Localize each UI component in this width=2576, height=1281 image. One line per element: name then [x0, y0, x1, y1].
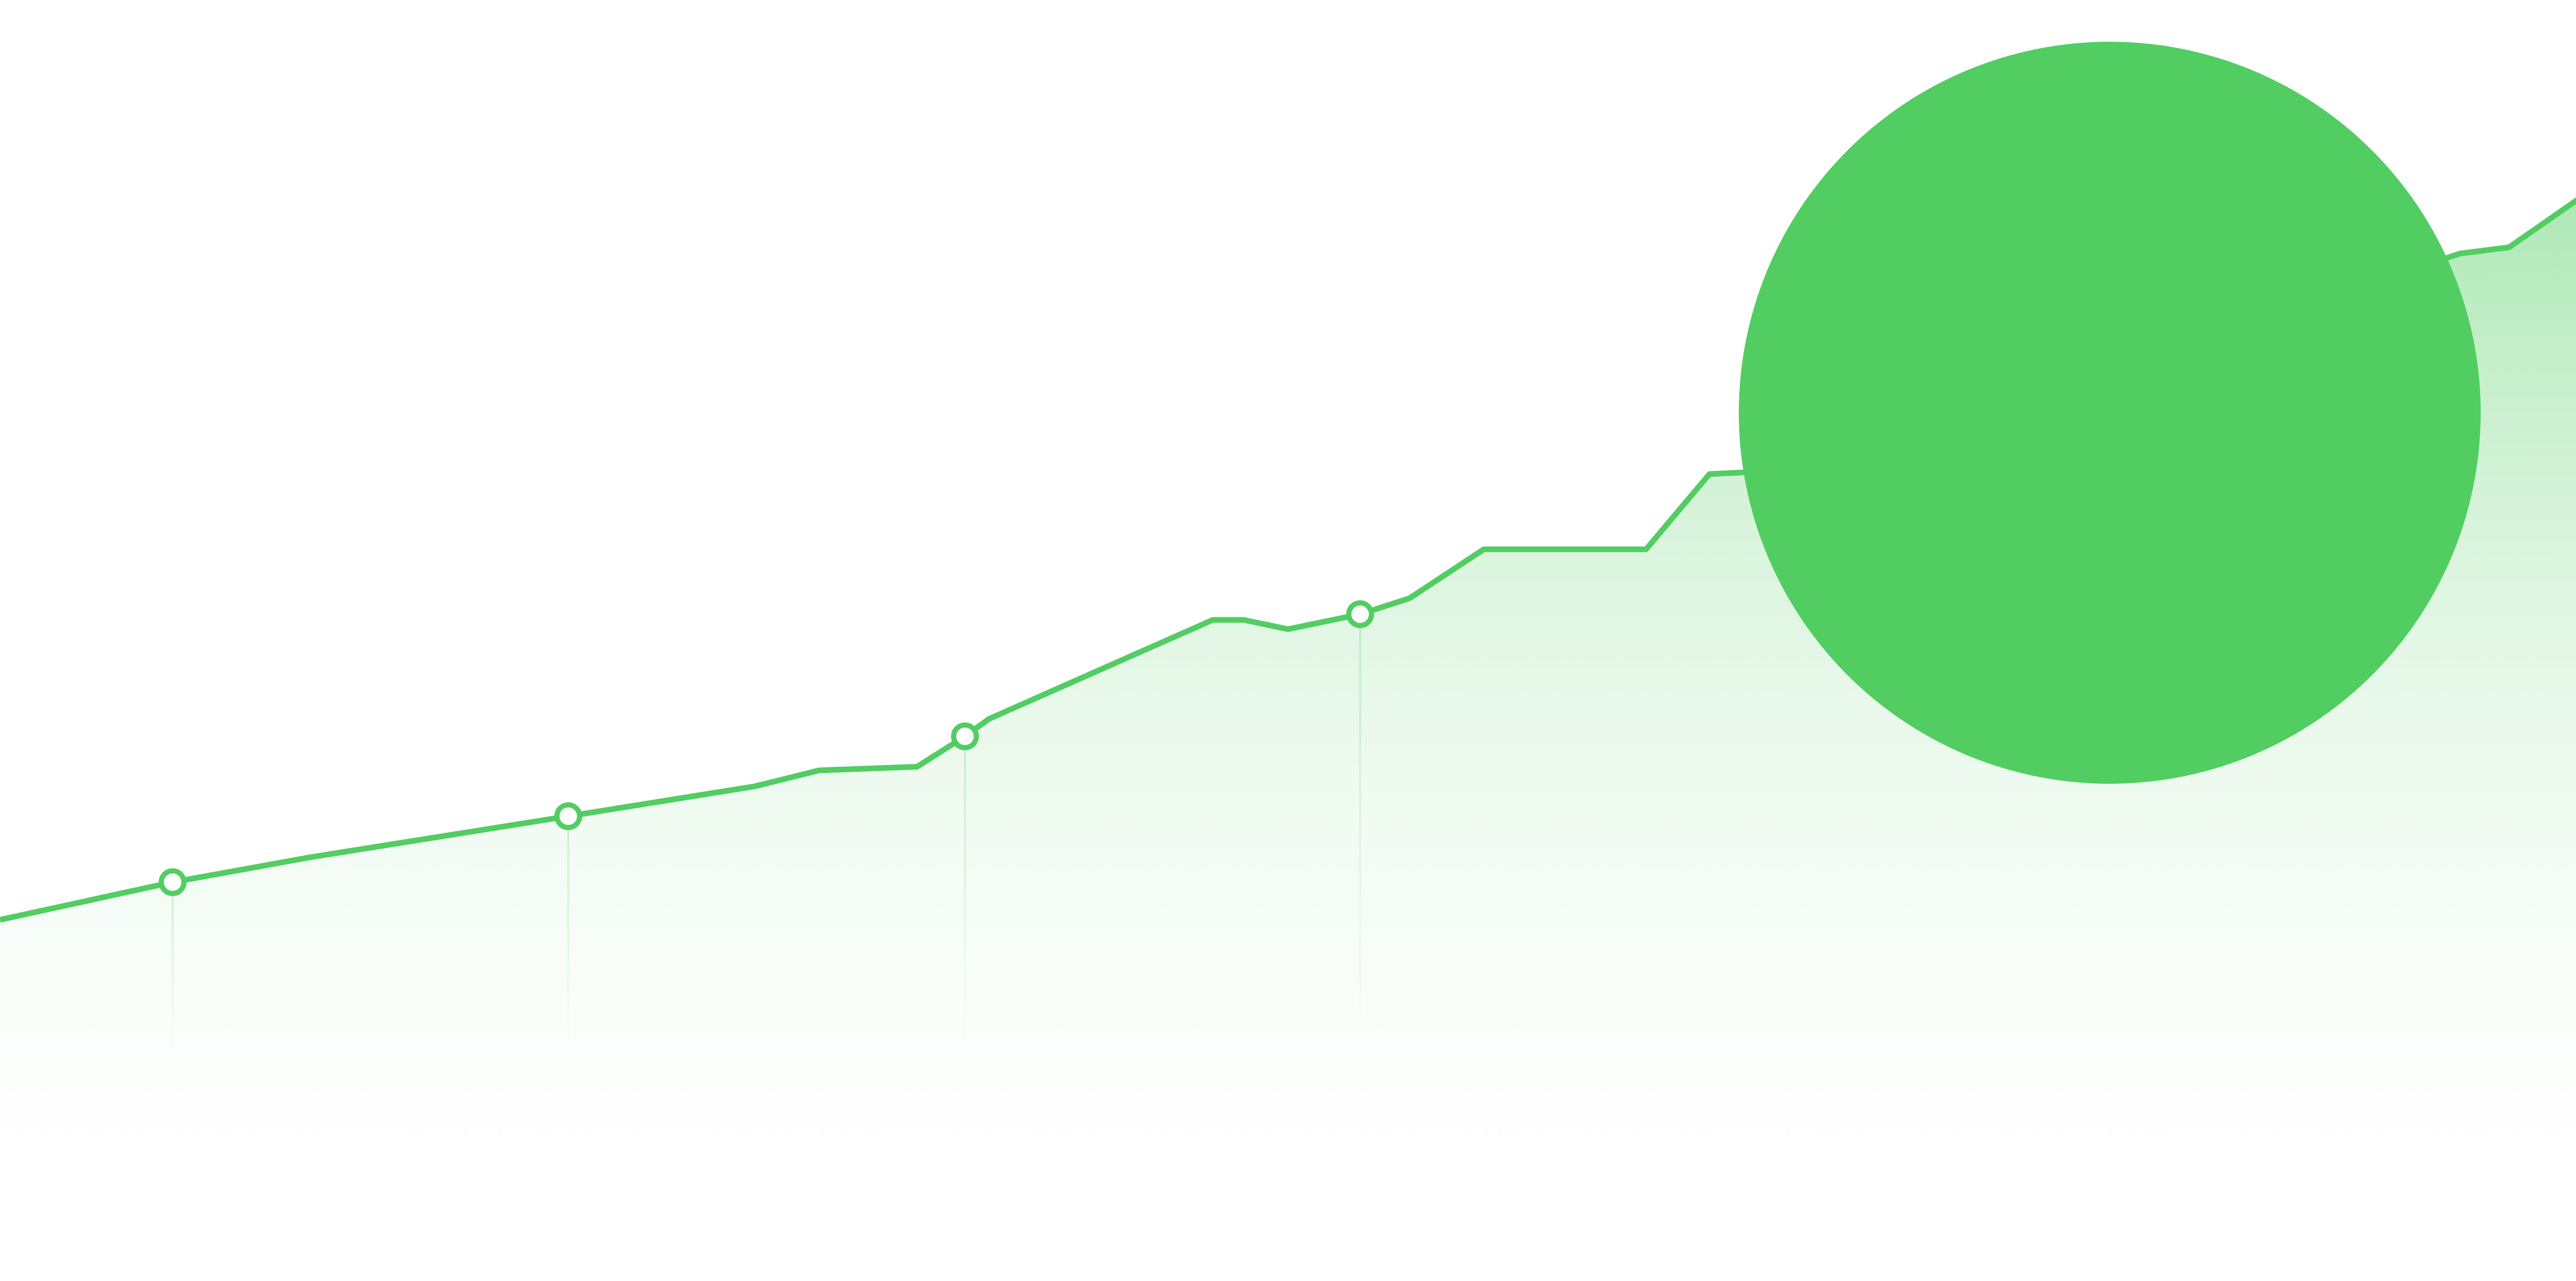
- data-point-marker-1[interactable]: [159, 868, 187, 896]
- marker-guide-line: [1359, 614, 1361, 1051]
- data-point-marker-2[interactable]: [554, 802, 582, 830]
- data-point-marker-4[interactable]: [1346, 600, 1374, 628]
- marker-guide-line: [172, 882, 174, 1051]
- marker-guide-line: [964, 736, 966, 1051]
- marker-guide-line: [567, 816, 569, 1051]
- highlight-bubble: [1739, 42, 2481, 784]
- data-point-marker-3[interactable]: [951, 722, 979, 750]
